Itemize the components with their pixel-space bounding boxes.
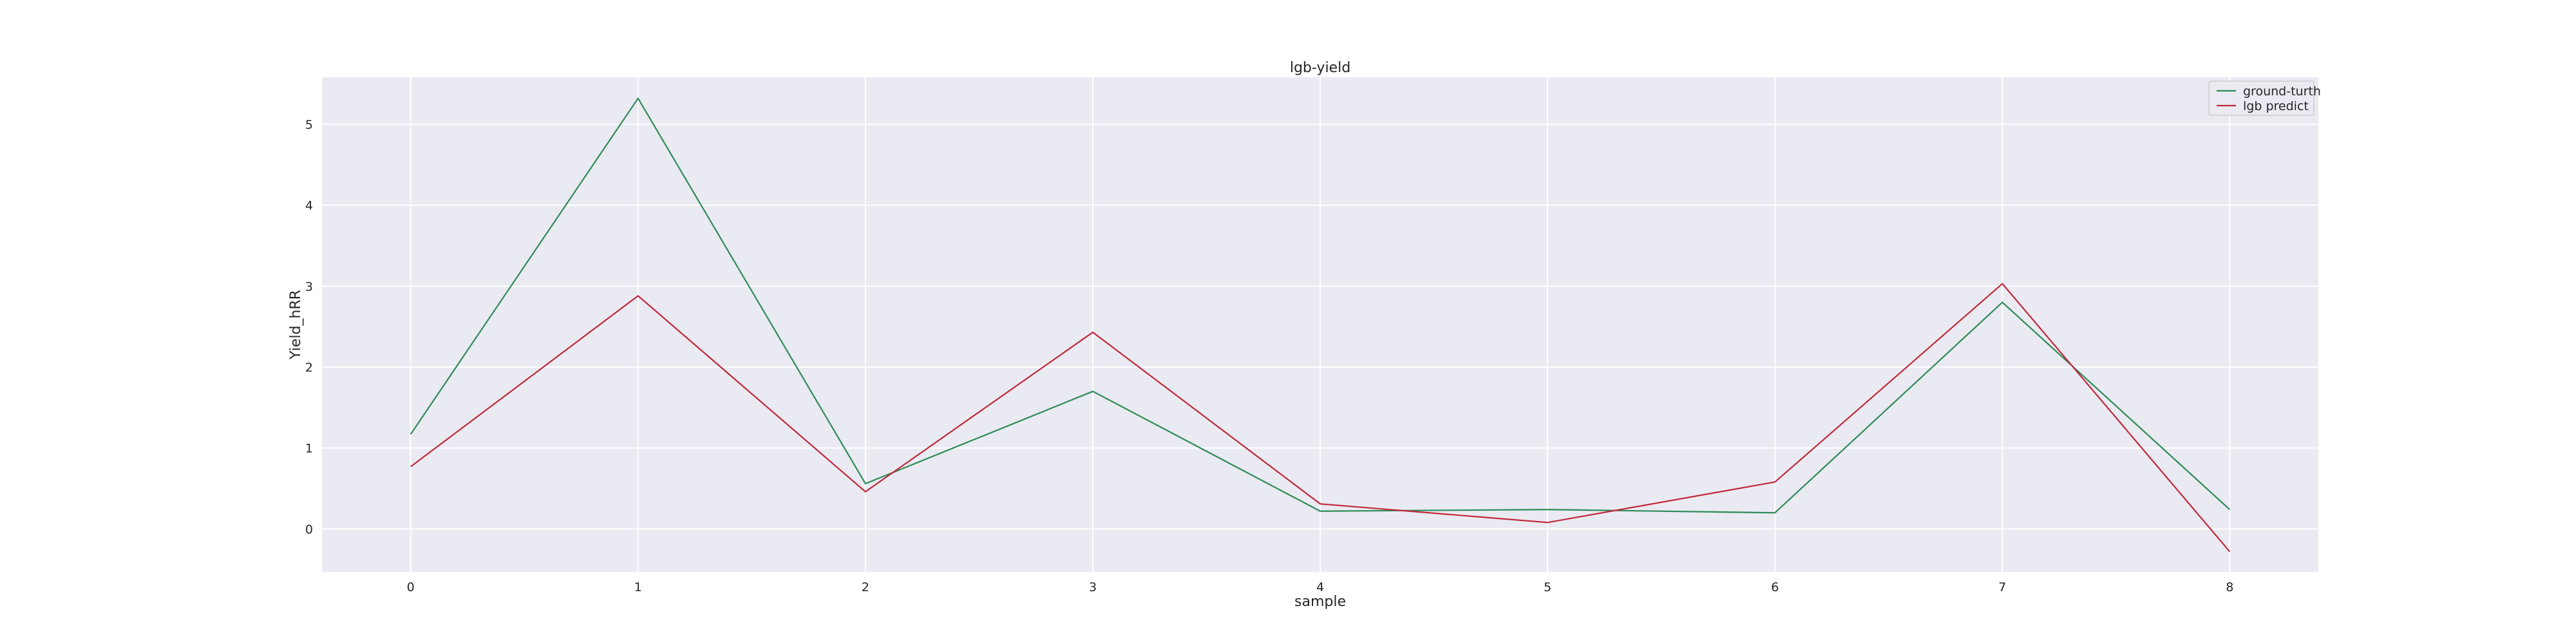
legend-label-ground-turth: ground-turth: [2243, 84, 2321, 99]
legend-box: [2208, 80, 2315, 116]
x-tick-label: 7: [1998, 580, 2006, 594]
y-axis-label: Yield_hRR: [288, 290, 304, 360]
x-tick-label: 2: [862, 580, 869, 594]
x-tick-label: 1: [634, 580, 642, 594]
x-tick-label: 0: [407, 580, 415, 594]
grid-layer: [322, 77, 2318, 572]
x-tick-label: 6: [1771, 580, 1779, 594]
x-tick-labels: 0 1 2 3 4 5 6 7 8: [407, 580, 2234, 594]
x-tick-label: 3: [1089, 580, 1097, 594]
legend: ground-turth lgb predict: [2208, 80, 2321, 116]
y-tick-label: 1: [305, 442, 313, 456]
y-tick-label: 4: [305, 199, 313, 213]
y-tick-label: 5: [305, 118, 313, 132]
series-line-ground-turth: [410, 97, 2231, 514]
y-tick-label: 3: [305, 279, 313, 294]
x-axis-label: sample: [1294, 594, 1346, 610]
y-tick-labels: 0 1 2 3 4 5: [305, 118, 313, 536]
legend-label-lgb-predict: lgb predict: [2243, 99, 2309, 113]
x-tick-label: 8: [2226, 580, 2233, 594]
y-tick-label: 2: [305, 361, 313, 375]
series-line-lgb-predict: [410, 283, 2231, 553]
x-tick-label: 4: [1316, 580, 1324, 594]
series-layer: [410, 97, 2231, 553]
chart-title: lgb-yield: [1290, 60, 1350, 76]
y-tick-label: 0: [305, 522, 313, 536]
x-tick-label: 5: [1544, 580, 1551, 594]
